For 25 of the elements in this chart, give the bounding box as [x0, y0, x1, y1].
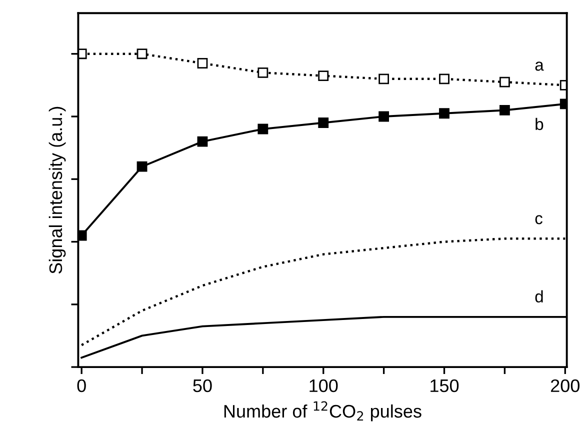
point — [318, 70, 329, 81]
x-axis-title: Number of $^{12}$CO$_{2}$ pulses — [224, 401, 422, 422]
point — [197, 136, 208, 147]
point — [197, 58, 208, 68]
point — [318, 118, 329, 128]
point — [499, 105, 510, 116]
x-tick-label: 0 — [77, 379, 86, 392]
point — [378, 74, 390, 84]
y-axis-title: Signal intensity (a.u.) — [48, 106, 66, 274]
point — [136, 161, 148, 172]
point — [439, 74, 450, 84]
series-label: a — [535, 62, 544, 71]
x-tick-label: 200 — [550, 379, 580, 392]
x-tick-label: 100 — [310, 379, 338, 392]
x-tick-label: 150 — [430, 379, 459, 392]
x-tick-label: 50 — [193, 379, 212, 392]
point — [258, 124, 268, 134]
point — [136, 48, 148, 60]
series-label: d — [535, 290, 543, 303]
point — [378, 111, 390, 122]
point — [499, 76, 510, 88]
series-label: c — [535, 215, 542, 224]
series-label: b — [536, 118, 544, 130]
point — [258, 67, 268, 78]
point — [439, 108, 450, 119]
